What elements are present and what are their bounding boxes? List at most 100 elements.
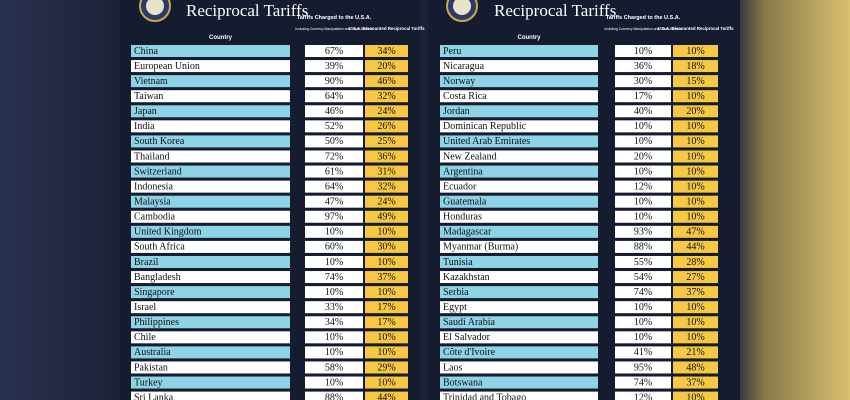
tariff-cell: [305, 45, 363, 57]
tariff-cell: [305, 240, 363, 253]
table-row: Vietnam 90% 46%: [131, 75, 408, 88]
country-cell: [131, 286, 290, 299]
discount-cell: [365, 240, 408, 253]
tariff-charged: 58%: [325, 362, 343, 373]
column-header: Tariffs Charged to the U.S.A.: [297, 15, 372, 21]
tariff-charged: 10%: [634, 317, 652, 328]
tariff-charged: 10%: [634, 166, 652, 177]
country-cell: [131, 316, 290, 329]
table-row: Peru 10% 10%: [440, 45, 718, 57]
discounted-tariff: 46%: [377, 76, 395, 87]
country: China: [134, 46, 158, 57]
country: Jordan: [443, 106, 470, 117]
tariff-charged: 72%: [325, 151, 343, 162]
table-row: China 67% 34%: [131, 45, 408, 57]
country-cell: [131, 331, 290, 344]
tariff-cell: [305, 346, 363, 359]
table-row: New Zealand 20% 10%: [440, 150, 718, 163]
tariff-cell: [305, 316, 363, 329]
country-cell: [440, 135, 598, 148]
country: European Union: [134, 61, 200, 72]
country: Costa Rica: [443, 91, 487, 102]
tariff-cell: [305, 195, 363, 208]
discount-cell: [365, 90, 408, 103]
tariff-cell: [615, 180, 671, 193]
table-row: Kazakhstan 54% 27%: [440, 271, 718, 284]
country: Kazakhstan: [443, 272, 490, 283]
country-cell: [131, 60, 290, 73]
tariff-charged: 88%: [325, 392, 343, 400]
table-row: Turkey 10% 10%: [131, 376, 408, 389]
country-cell: [440, 391, 598, 400]
country-cell: [440, 90, 598, 103]
discounted-tariff: 10%: [686, 212, 704, 223]
country-cell: [131, 180, 290, 193]
table-row: Ecuador 12% 10%: [440, 180, 718, 193]
country-cell: [440, 150, 598, 163]
tariff-charged: 36%: [634, 61, 652, 72]
discounted-tariff: 10%: [377, 227, 395, 238]
tariff-cell: [615, 45, 671, 57]
country: Peru: [443, 46, 461, 57]
country-cell: [131, 45, 290, 57]
discounted-tariff: 10%: [686, 392, 704, 400]
tariff-charged: 64%: [325, 181, 343, 192]
discounted-tariff: 24%: [377, 106, 395, 117]
discount-cell: [673, 90, 718, 103]
tariff-cell: [305, 180, 363, 193]
tariff-charged: 74%: [325, 272, 343, 283]
discount-cell: [673, 180, 718, 193]
tariff-charged: 90%: [325, 76, 343, 87]
discounted-tariff: 32%: [377, 181, 395, 192]
table-row: Sri Lanka 88% 44%: [131, 391, 408, 400]
country-cell: [131, 391, 290, 400]
tariff-charged: 52%: [325, 121, 343, 132]
country: Taiwan: [134, 91, 163, 102]
country: Tunisia: [443, 257, 473, 268]
discounted-tariff: 29%: [377, 362, 395, 373]
country: United Kingdom: [134, 227, 202, 238]
table-row: Singapore 10% 10%: [131, 286, 408, 299]
tariff-charged: 93%: [634, 227, 652, 238]
discounted-tariff: 27%: [686, 272, 704, 283]
tariff-cell: [615, 60, 671, 73]
discount-cell: [365, 331, 408, 344]
discount-cell: [673, 301, 718, 314]
discount-cell: [365, 255, 408, 268]
tariff-charged: 74%: [634, 377, 652, 388]
country: Ecuador: [443, 181, 477, 192]
discounted-tariff: 26%: [377, 121, 395, 132]
tables: Reciprocal Tariffs Country Tariffs Charged…: [131, 0, 734, 400]
column-header: Country: [209, 35, 233, 41]
table-row: India 52% 26%: [131, 120, 408, 133]
table-row: South Africa 60% 30%: [131, 240, 408, 253]
discounted-tariff: 10%: [377, 257, 395, 268]
country: Guatemala: [443, 196, 487, 207]
discounted-tariff: 25%: [377, 136, 395, 147]
discount-cell: [365, 391, 408, 400]
discounted-tariff: 15%: [686, 76, 704, 87]
country-cell: [131, 90, 290, 103]
table-row: Saudi Arabia 10% 10%: [440, 316, 718, 329]
tariff-cell: [615, 301, 671, 314]
country: Chile: [134, 332, 156, 343]
discount-cell: [365, 225, 408, 238]
country: Malaysia: [134, 196, 171, 207]
table-row: Israel 33% 17%: [131, 301, 408, 314]
tariff-cell: [615, 120, 671, 133]
tariff-charged: 88%: [634, 242, 652, 253]
column-header-note: Including Currency Manipulation and Trad…: [295, 27, 373, 31]
tariff-cell: [615, 376, 671, 389]
discounted-tariff: 31%: [377, 166, 395, 177]
tariff-charged: 39%: [325, 61, 343, 72]
tariff-cell: [615, 135, 671, 148]
tariff-charged: 10%: [325, 227, 343, 238]
discount-cell: [365, 361, 408, 374]
discounted-tariff: 10%: [686, 91, 704, 102]
discounted-tariff: 17%: [377, 302, 395, 313]
discount-cell: [365, 316, 408, 329]
country: Egypt: [443, 302, 467, 313]
country: Madagascar: [443, 227, 492, 238]
table-row: Serbia 74% 37%: [440, 286, 718, 299]
